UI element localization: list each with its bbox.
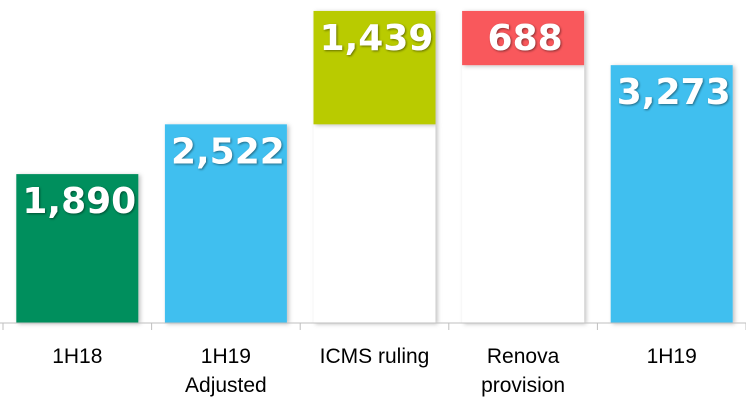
bar [164,124,287,323]
base-bar [313,124,436,323]
bar [16,174,139,323]
value-label: 1,890 [22,181,136,222]
value-label: 3,273 [617,72,731,113]
bar [462,10,585,66]
x-tick-label: 1H18 [52,345,103,368]
bar [610,65,733,324]
x-tick-label: 1H19 Adjusted [185,345,267,397]
x-tick-label: ICMS ruling [319,345,430,368]
value-label: 2,522 [171,131,285,172]
x-tick-label: 1H19 [646,345,697,368]
bar [313,10,436,125]
value-label: 688 [488,18,563,59]
x-tick-label: Renova provision [481,345,566,397]
base-bar [462,65,585,324]
value-label: 1,439 [320,18,434,59]
